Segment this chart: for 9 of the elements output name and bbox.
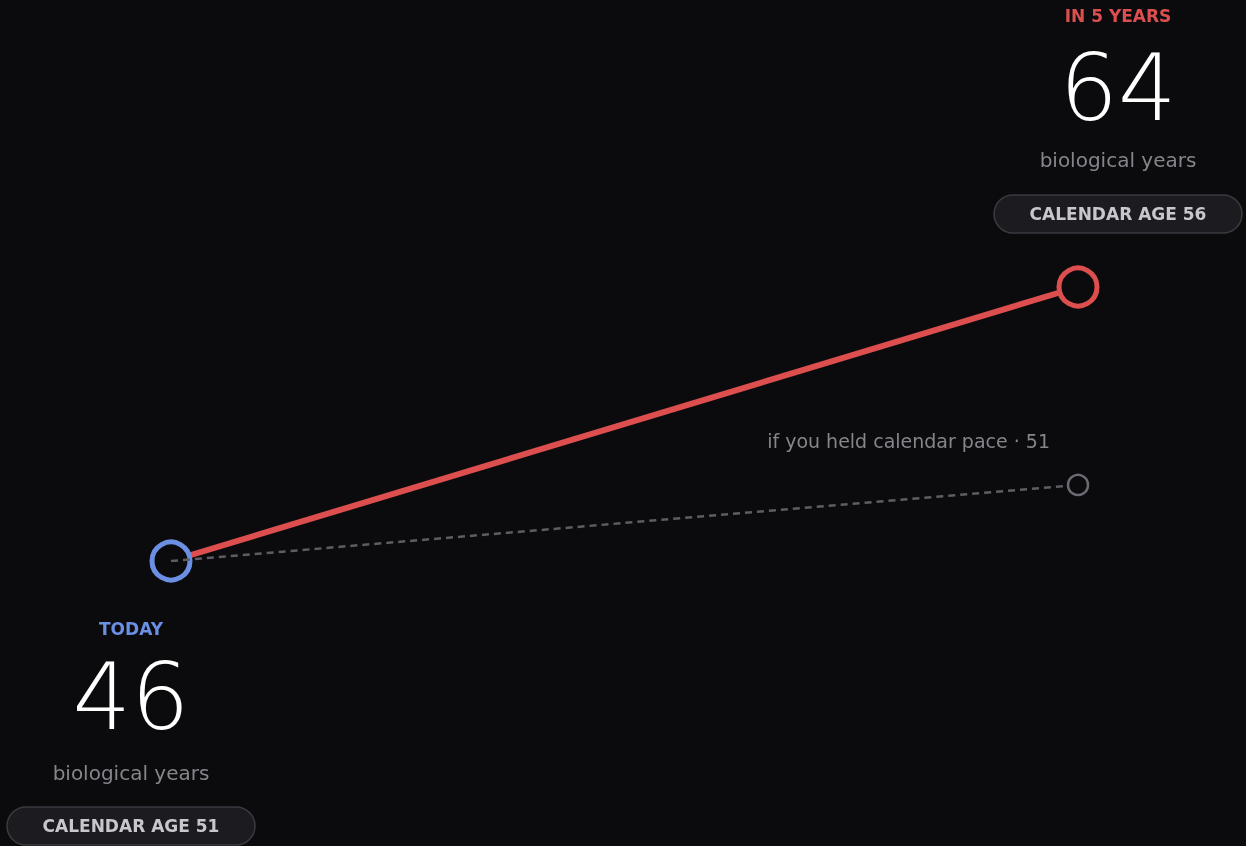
text: IN 5 YEARS [1064,6,1172,26]
data-label: 64 [1059,34,1177,142]
text: CALENDAR AGE 51 [42,816,220,836]
text: CALENDAR AGE 56 [1029,204,1207,224]
text: biological years [52,761,210,785]
text: biological years [1039,148,1197,172]
annotation: if you held calendar pace · 51 [767,429,1050,452]
data-label: 46 [72,643,190,751]
text: TODAY [99,619,164,639]
